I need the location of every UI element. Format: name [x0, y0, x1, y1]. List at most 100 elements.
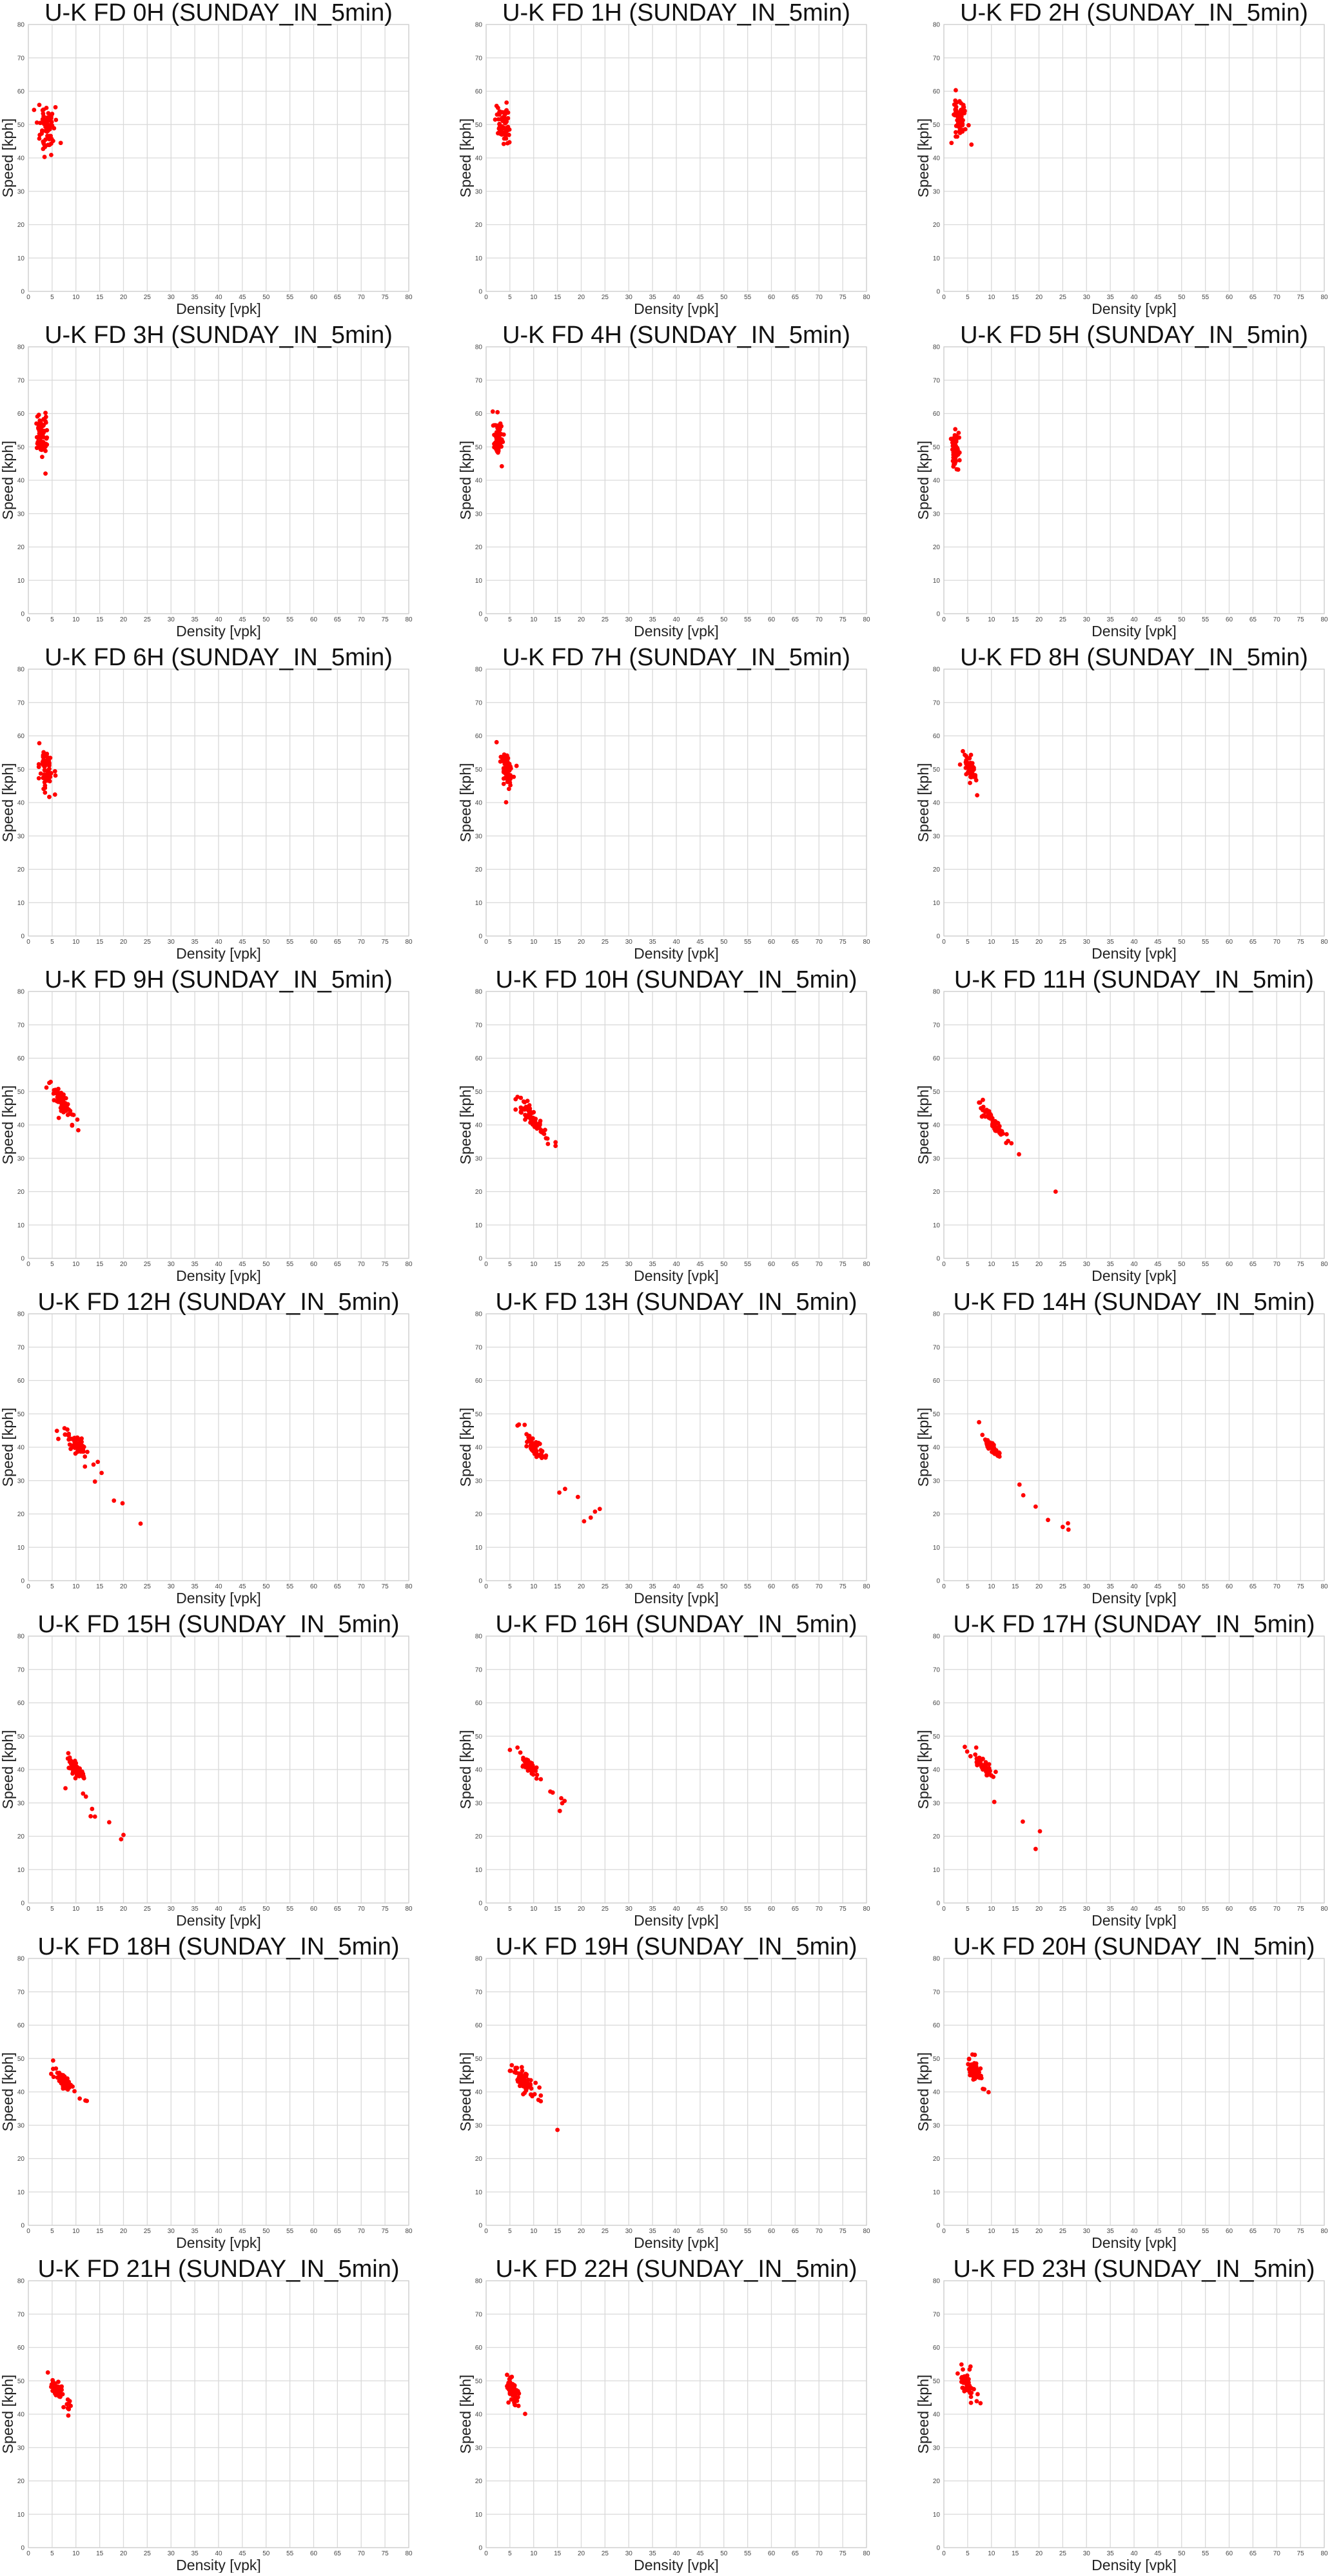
- data-point: [119, 1837, 124, 1842]
- y-tick-label: 20: [475, 2156, 483, 2163]
- x-tick-label: 60: [768, 2550, 776, 2557]
- data-point: [499, 463, 504, 469]
- x-tick-label: 80: [405, 294, 413, 301]
- x-tick-label: 65: [1249, 1261, 1257, 1268]
- data-point: [948, 436, 954, 442]
- data-point: [62, 1426, 67, 1430]
- chart-title: U-K FD 5H (SUNDAY_IN_5min): [960, 322, 1308, 349]
- data-point: [88, 1814, 93, 1819]
- data-point: [56, 2379, 61, 2385]
- chart-panel: 0 5 10 15 20 25 30 35 40 45 50 55 60 65 70 75 80 0 10 20 30 4…: [457, 966, 870, 1284]
- data-point: [972, 2053, 977, 2057]
- data-point: [73, 1767, 79, 1771]
- data-point: [954, 130, 958, 135]
- y-tick-label: 30: [475, 1800, 483, 1807]
- x-axis-label: Density [vpk]: [634, 1267, 719, 1284]
- x-tick-label: 30: [625, 2550, 633, 2557]
- data-point: [72, 1445, 77, 1450]
- chart-panel: 0 5 10 15 20 25 30 35 40 45 50 55 60 65 70 75 80 0 10 20 30 4…: [457, 0, 870, 317]
- chart-panel: 0 5 10 15 20 25 30 35 40 45 50 55 60 65 70 75 80 0 10 20 30 4…: [915, 644, 1328, 962]
- data-point: [562, 1799, 567, 1804]
- chart-title: U-K FD 21H (SUNDAY_IN_5min): [38, 2256, 400, 2283]
- data-point: [978, 2401, 983, 2406]
- data-point: [974, 1756, 979, 1761]
- y-tick-label: 50: [17, 2056, 25, 2063]
- y-tick-label: 0: [936, 2223, 940, 2230]
- data-point: [49, 152, 54, 157]
- data-point: [77, 2096, 83, 2101]
- data-point: [557, 1490, 562, 1495]
- y-tick-label: 50: [475, 766, 483, 774]
- data-point: [90, 1806, 95, 1811]
- x-tick-label: 15: [554, 616, 562, 623]
- data-point: [52, 126, 57, 131]
- y-tick-label: 30: [475, 833, 483, 840]
- data-point: [46, 777, 52, 782]
- x-tick-label: 15: [554, 2228, 562, 2235]
- x-axis-label: Density [vpk]: [176, 1912, 261, 1929]
- y-tick-label: 80: [17, 1956, 25, 1963]
- x-tick-label: 35: [191, 294, 199, 301]
- y-tick-label: 60: [933, 88, 941, 95]
- y-tick-label: 0: [478, 1900, 482, 1908]
- x-tick-label: 75: [1297, 616, 1305, 623]
- data-point: [75, 1449, 81, 1454]
- data-point: [955, 467, 961, 472]
- data-point: [496, 131, 500, 136]
- data-point: [1017, 1152, 1021, 1156]
- y-tick-label: 40: [475, 155, 483, 162]
- data-point: [974, 1745, 979, 1750]
- x-tick-label: 25: [1059, 1261, 1067, 1268]
- x-tick-label: 50: [262, 616, 270, 623]
- data-point: [52, 792, 57, 797]
- x-tick-label: 50: [1178, 1583, 1186, 1590]
- data-point: [1021, 1493, 1026, 1498]
- x-tick-label: 60: [1226, 1583, 1233, 1590]
- x-tick-label: 20: [120, 2228, 128, 2235]
- y-tick-label: 60: [475, 733, 483, 740]
- y-tick-label: 20: [933, 544, 941, 551]
- data-point: [957, 458, 962, 463]
- y-tick-label: 80: [933, 1634, 941, 1641]
- y-tick-label: 10: [475, 1222, 483, 1229]
- plot-frame: [485, 1635, 867, 1904]
- x-tick-label: 5: [50, 1583, 54, 1590]
- data-point: [92, 1814, 97, 1819]
- x-tick-label: 30: [625, 939, 633, 946]
- data-point: [516, 2395, 520, 2400]
- data-point: [47, 133, 52, 139]
- x-tick-label: 20: [578, 1261, 585, 1268]
- data-point: [75, 1772, 81, 1777]
- y-tick-label: 50: [17, 766, 25, 774]
- x-axis-label: Density [vpk]: [1092, 945, 1177, 962]
- y-tick-label: 20: [17, 544, 25, 551]
- y-tick-label: 20: [475, 544, 483, 551]
- data-point: [540, 1449, 545, 1454]
- data-point: [61, 1109, 66, 1115]
- data-point: [39, 454, 44, 460]
- y-axis-label: Speed [kph]: [0, 1730, 16, 1810]
- x-tick-label: 80: [1320, 616, 1328, 623]
- x-axis-label: Density [vpk]: [176, 945, 261, 962]
- x-tick-label: 30: [625, 616, 633, 623]
- x-tick-label: 40: [215, 1906, 222, 1913]
- x-tick-label: 60: [768, 616, 776, 623]
- x-tick-label: 75: [1297, 2550, 1305, 2557]
- x-tick-label: 40: [1130, 939, 1138, 946]
- y-tick-label: 0: [936, 2545, 940, 2552]
- data-point: [971, 2077, 976, 2082]
- data-point: [955, 110, 961, 115]
- x-tick-label: 5: [966, 1583, 970, 1590]
- x-tick-label: 65: [334, 294, 342, 301]
- y-tick-label: 40: [475, 800, 483, 807]
- data-point: [966, 2056, 972, 2062]
- x-tick-label: 35: [1107, 1261, 1115, 1268]
- y-tick-label: 40: [475, 1767, 483, 1774]
- y-tick-label: 10: [933, 255, 941, 262]
- data-point: [59, 2384, 64, 2389]
- x-axis-label: Density [vpk]: [176, 1267, 261, 1284]
- y-axis-label: Speed [kph]: [457, 2375, 474, 2454]
- x-tick-label: 65: [1249, 1583, 1257, 1590]
- y-tick-label: 60: [933, 733, 941, 740]
- data-point: [994, 1125, 999, 1130]
